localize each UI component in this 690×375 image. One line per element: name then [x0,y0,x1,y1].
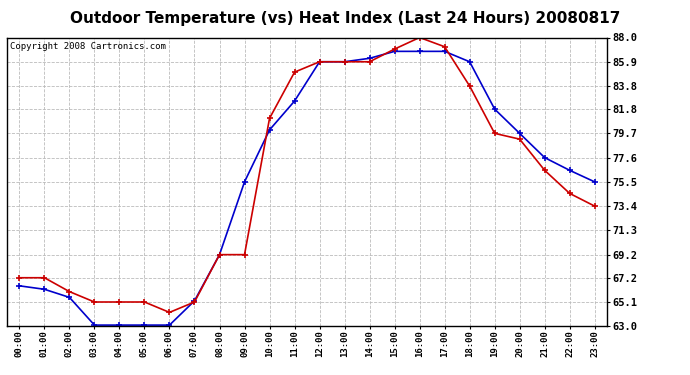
Text: Copyright 2008 Cartronics.com: Copyright 2008 Cartronics.com [10,42,166,51]
Text: Outdoor Temperature (vs) Heat Index (Last 24 Hours) 20080817: Outdoor Temperature (vs) Heat Index (Las… [70,11,620,26]
